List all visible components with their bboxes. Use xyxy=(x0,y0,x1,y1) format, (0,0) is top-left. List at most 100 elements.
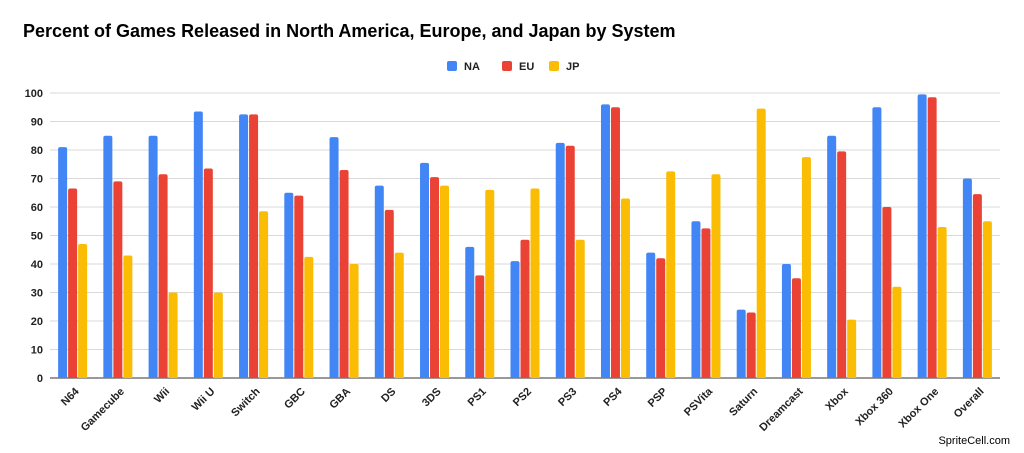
x-tick-label: Xbox 360 xyxy=(853,386,896,429)
y-tick-label: 80 xyxy=(31,145,43,157)
y-tick-label: 30 xyxy=(31,288,43,300)
bar-na xyxy=(510,261,520,378)
bar-jp xyxy=(620,198,630,378)
y-axis: 0 10 20 30 40 50 60 70 80 90 100 xyxy=(25,88,43,385)
legend-swatch-eu xyxy=(502,61,512,71)
legend-swatch-jp xyxy=(549,61,559,71)
y-tick-label: 100 xyxy=(25,88,43,100)
bar-eu xyxy=(68,188,78,378)
y-tick-label: 20 xyxy=(31,316,43,328)
bar-jp xyxy=(213,292,223,378)
bar-eu xyxy=(249,114,259,378)
bar-na xyxy=(555,142,565,378)
bar-eu xyxy=(610,107,620,378)
chart-title: Percent of Games Released in North Ameri… xyxy=(23,21,676,41)
x-tick-label: GBC xyxy=(282,386,308,412)
x-tick-label: Wii U xyxy=(190,386,218,414)
x-tick-label: PS2 xyxy=(511,386,534,409)
bar-jp xyxy=(485,189,495,378)
bar-na xyxy=(148,135,158,378)
legend-swatch-na xyxy=(447,61,457,71)
bar-eu xyxy=(656,258,666,378)
bar-na xyxy=(646,252,656,378)
bar-eu xyxy=(475,275,485,378)
bar-na xyxy=(284,192,294,378)
bar-jp xyxy=(168,292,178,378)
x-tick-label: Switch xyxy=(229,385,263,419)
bar-na xyxy=(691,221,701,378)
bar-eu xyxy=(430,177,440,378)
bar-jp xyxy=(892,286,902,378)
x-tick-label: 3DS xyxy=(420,386,444,410)
bar-jp xyxy=(259,211,269,378)
bar-jp xyxy=(530,188,540,378)
legend-label-na: NA xyxy=(464,61,480,73)
bar-jp xyxy=(666,171,676,378)
x-tick-label: PS4 xyxy=(601,385,625,409)
x-tick-label: Gamecube xyxy=(79,386,127,434)
y-tick-label: 40 xyxy=(31,259,43,271)
x-tick-label: Xbox xyxy=(823,385,851,413)
x-tick-label: GBA xyxy=(327,386,353,412)
y-tick-label: 70 xyxy=(31,174,43,186)
x-tick-label: N64 xyxy=(59,385,82,408)
bar-jp xyxy=(304,256,314,378)
bar-na xyxy=(917,94,927,379)
y-tick-label: 60 xyxy=(31,202,43,214)
y-tick-label: 50 xyxy=(31,231,43,243)
bar-na xyxy=(872,107,882,378)
bar-eu xyxy=(113,181,123,378)
bar-na xyxy=(736,309,746,378)
y-tick-label: 0 xyxy=(37,373,43,385)
x-tick-label: Xbox One xyxy=(896,386,941,431)
x-tick-label: PSVita xyxy=(682,385,716,419)
x-tick-label: Saturn xyxy=(727,385,760,418)
bar-na xyxy=(374,185,384,378)
bar-na xyxy=(465,246,475,378)
bar-na xyxy=(962,178,972,378)
legend-label-eu: EU xyxy=(519,61,534,73)
bar-jp xyxy=(801,157,811,378)
bar-jp xyxy=(394,252,404,378)
bar-na xyxy=(420,162,430,378)
x-tick-label: PS1 xyxy=(466,386,489,409)
x-tick-label: PSP xyxy=(646,386,670,410)
y-tick-label: 90 xyxy=(31,117,43,129)
bar-eu xyxy=(701,228,711,378)
x-tick-label: Wii xyxy=(152,386,172,406)
x-tick-label: Dreamcast xyxy=(757,385,806,434)
bar-eu xyxy=(158,174,168,378)
bar-na xyxy=(781,264,791,378)
bar-jp xyxy=(937,226,947,378)
bar-eu xyxy=(294,195,304,378)
bar-jp xyxy=(756,108,766,379)
bar-na xyxy=(58,147,68,378)
bar-eu xyxy=(746,312,756,378)
y-tick-label: 10 xyxy=(31,345,43,357)
legend-label-jp: JP xyxy=(566,61,579,73)
bar-jp xyxy=(982,221,992,378)
bar-eu xyxy=(791,278,801,378)
bar-eu xyxy=(972,194,982,378)
bar-eu xyxy=(927,97,937,379)
bar-na xyxy=(329,137,339,378)
bar-jp xyxy=(78,244,88,378)
bar-jp xyxy=(440,185,450,378)
bar-jp xyxy=(575,239,585,378)
bar-eu xyxy=(520,239,530,378)
bar-na xyxy=(827,135,837,378)
x-tick-label: PS3 xyxy=(556,386,579,409)
x-tick-label: DS xyxy=(379,386,398,405)
bar-eu xyxy=(339,169,349,378)
bar-jp xyxy=(711,174,721,378)
bar-na xyxy=(103,135,113,378)
bar-eu xyxy=(882,207,892,378)
bar-eu xyxy=(203,168,213,378)
bar-eu xyxy=(837,151,847,378)
legend: NA EU JP xyxy=(447,61,579,73)
bar-na xyxy=(600,104,610,379)
x-tick-label: Overall xyxy=(952,386,987,421)
bar-jp xyxy=(123,255,133,378)
